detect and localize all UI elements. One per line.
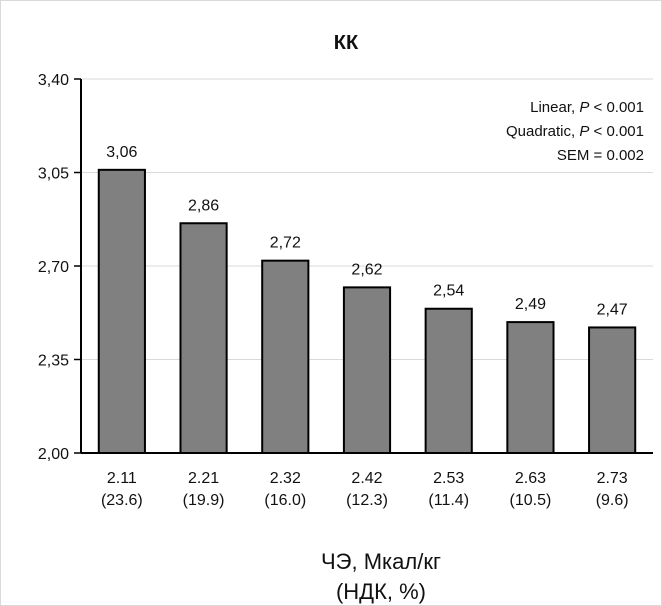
annotation-sem: SEM = 0.002 <box>557 147 644 164</box>
x-tick-sublabel: (12.3) <box>346 492 388 509</box>
x-tick-sublabel: (9.6) <box>596 492 629 509</box>
x-tick-label: 2.11 <box>107 470 137 487</box>
y-tick-label: 3,05 <box>38 166 69 183</box>
y-tick-label: 3,40 <box>38 72 69 89</box>
bar <box>506 321 555 454</box>
data-label: 2,47 <box>597 301 628 318</box>
x-tick-sublabel: (10.5) <box>510 492 552 509</box>
x-tick-label: 2.53 <box>433 470 464 487</box>
y-tick-label: 2,70 <box>38 259 69 276</box>
y-tick-label: 2,00 <box>38 446 69 463</box>
data-label: 2,49 <box>515 296 546 313</box>
x-tick-label: 2.32 <box>270 470 301 487</box>
data-label: 3,06 <box>106 144 137 161</box>
labels-layer: 2,00 2,35 2,70 3,05 3,40 3,06 2.11 (23.6) 2,86 2.… <box>38 72 629 509</box>
bar <box>179 222 228 454</box>
stat-annotations: Linear, P < 0.001 Quadratic, P < 0.001 S… <box>506 99 644 164</box>
x-tick-label: 2.42 <box>351 470 382 487</box>
y-tick-label: 2,35 <box>38 353 69 370</box>
x-tick-label: 2.63 <box>515 470 546 487</box>
axes-layer <box>74 78 653 454</box>
data-label: 2,54 <box>433 283 464 300</box>
x-tick-sublabel: (11.4) <box>428 492 469 509</box>
x-tick-label: 2.73 <box>597 470 628 487</box>
x-axis-label: ЧЭ, Мкал/кг <box>321 549 441 574</box>
annotation-linear: Linear, P < 0.001 <box>530 99 644 116</box>
bar <box>261 259 310 454</box>
data-label: 2,72 <box>270 235 301 252</box>
x-tick-label: 2.21 <box>188 470 219 487</box>
x-axis-label-line2: (НДК, %) <box>336 579 426 604</box>
annotation-quadratic: Quadratic, P < 0.001 <box>506 123 644 140</box>
x-tick-sublabel: (19.9) <box>183 492 225 509</box>
x-tick-sublabel: (16.0) <box>264 492 306 509</box>
bar <box>424 307 473 454</box>
chart-title: КК <box>334 32 359 54</box>
data-label: 2,86 <box>188 197 219 214</box>
bar <box>342 286 392 454</box>
bars-layer <box>97 168 637 455</box>
x-tick-sublabel: (23.6) <box>101 492 143 509</box>
bar <box>97 168 146 454</box>
data-label: 2,62 <box>351 261 382 278</box>
bar <box>588 326 637 455</box>
